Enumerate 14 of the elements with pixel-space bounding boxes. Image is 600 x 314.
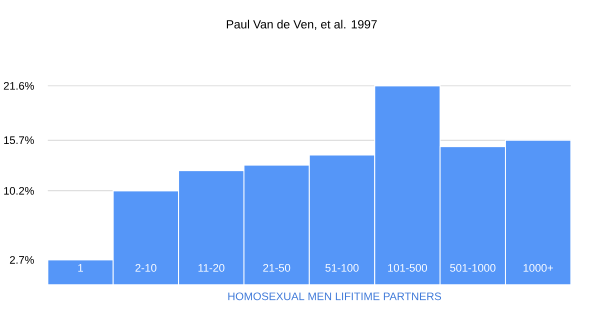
- y-tick-label: 15.7%: [4, 136, 34, 144]
- y-tick-label: 10.2%: [4, 186, 34, 195]
- y-tick-label: 21.6%: [4, 82, 34, 90]
- x-tick-label: 501-1000: [450, 264, 496, 272]
- x-tick-label: 51-100: [325, 264, 359, 272]
- x-tick-label: 11-20: [198, 264, 224, 272]
- x-tick-label: 1000+: [524, 264, 553, 272]
- x-tick-label: 2-10: [135, 264, 156, 272]
- x-tick-label: 21-50: [263, 264, 290, 272]
- y-tick-label: 2.7%: [10, 256, 34, 264]
- chart-title: Paul Van de Ven, et al. 1997: [226, 20, 377, 30]
- x-tick-label: 101-500: [388, 264, 428, 272]
- x-axis-title: HOMOSEXUAL MEN LIFITIME PARTNERS: [228, 292, 442, 300]
- x-tick-label: 1: [78, 264, 84, 272]
